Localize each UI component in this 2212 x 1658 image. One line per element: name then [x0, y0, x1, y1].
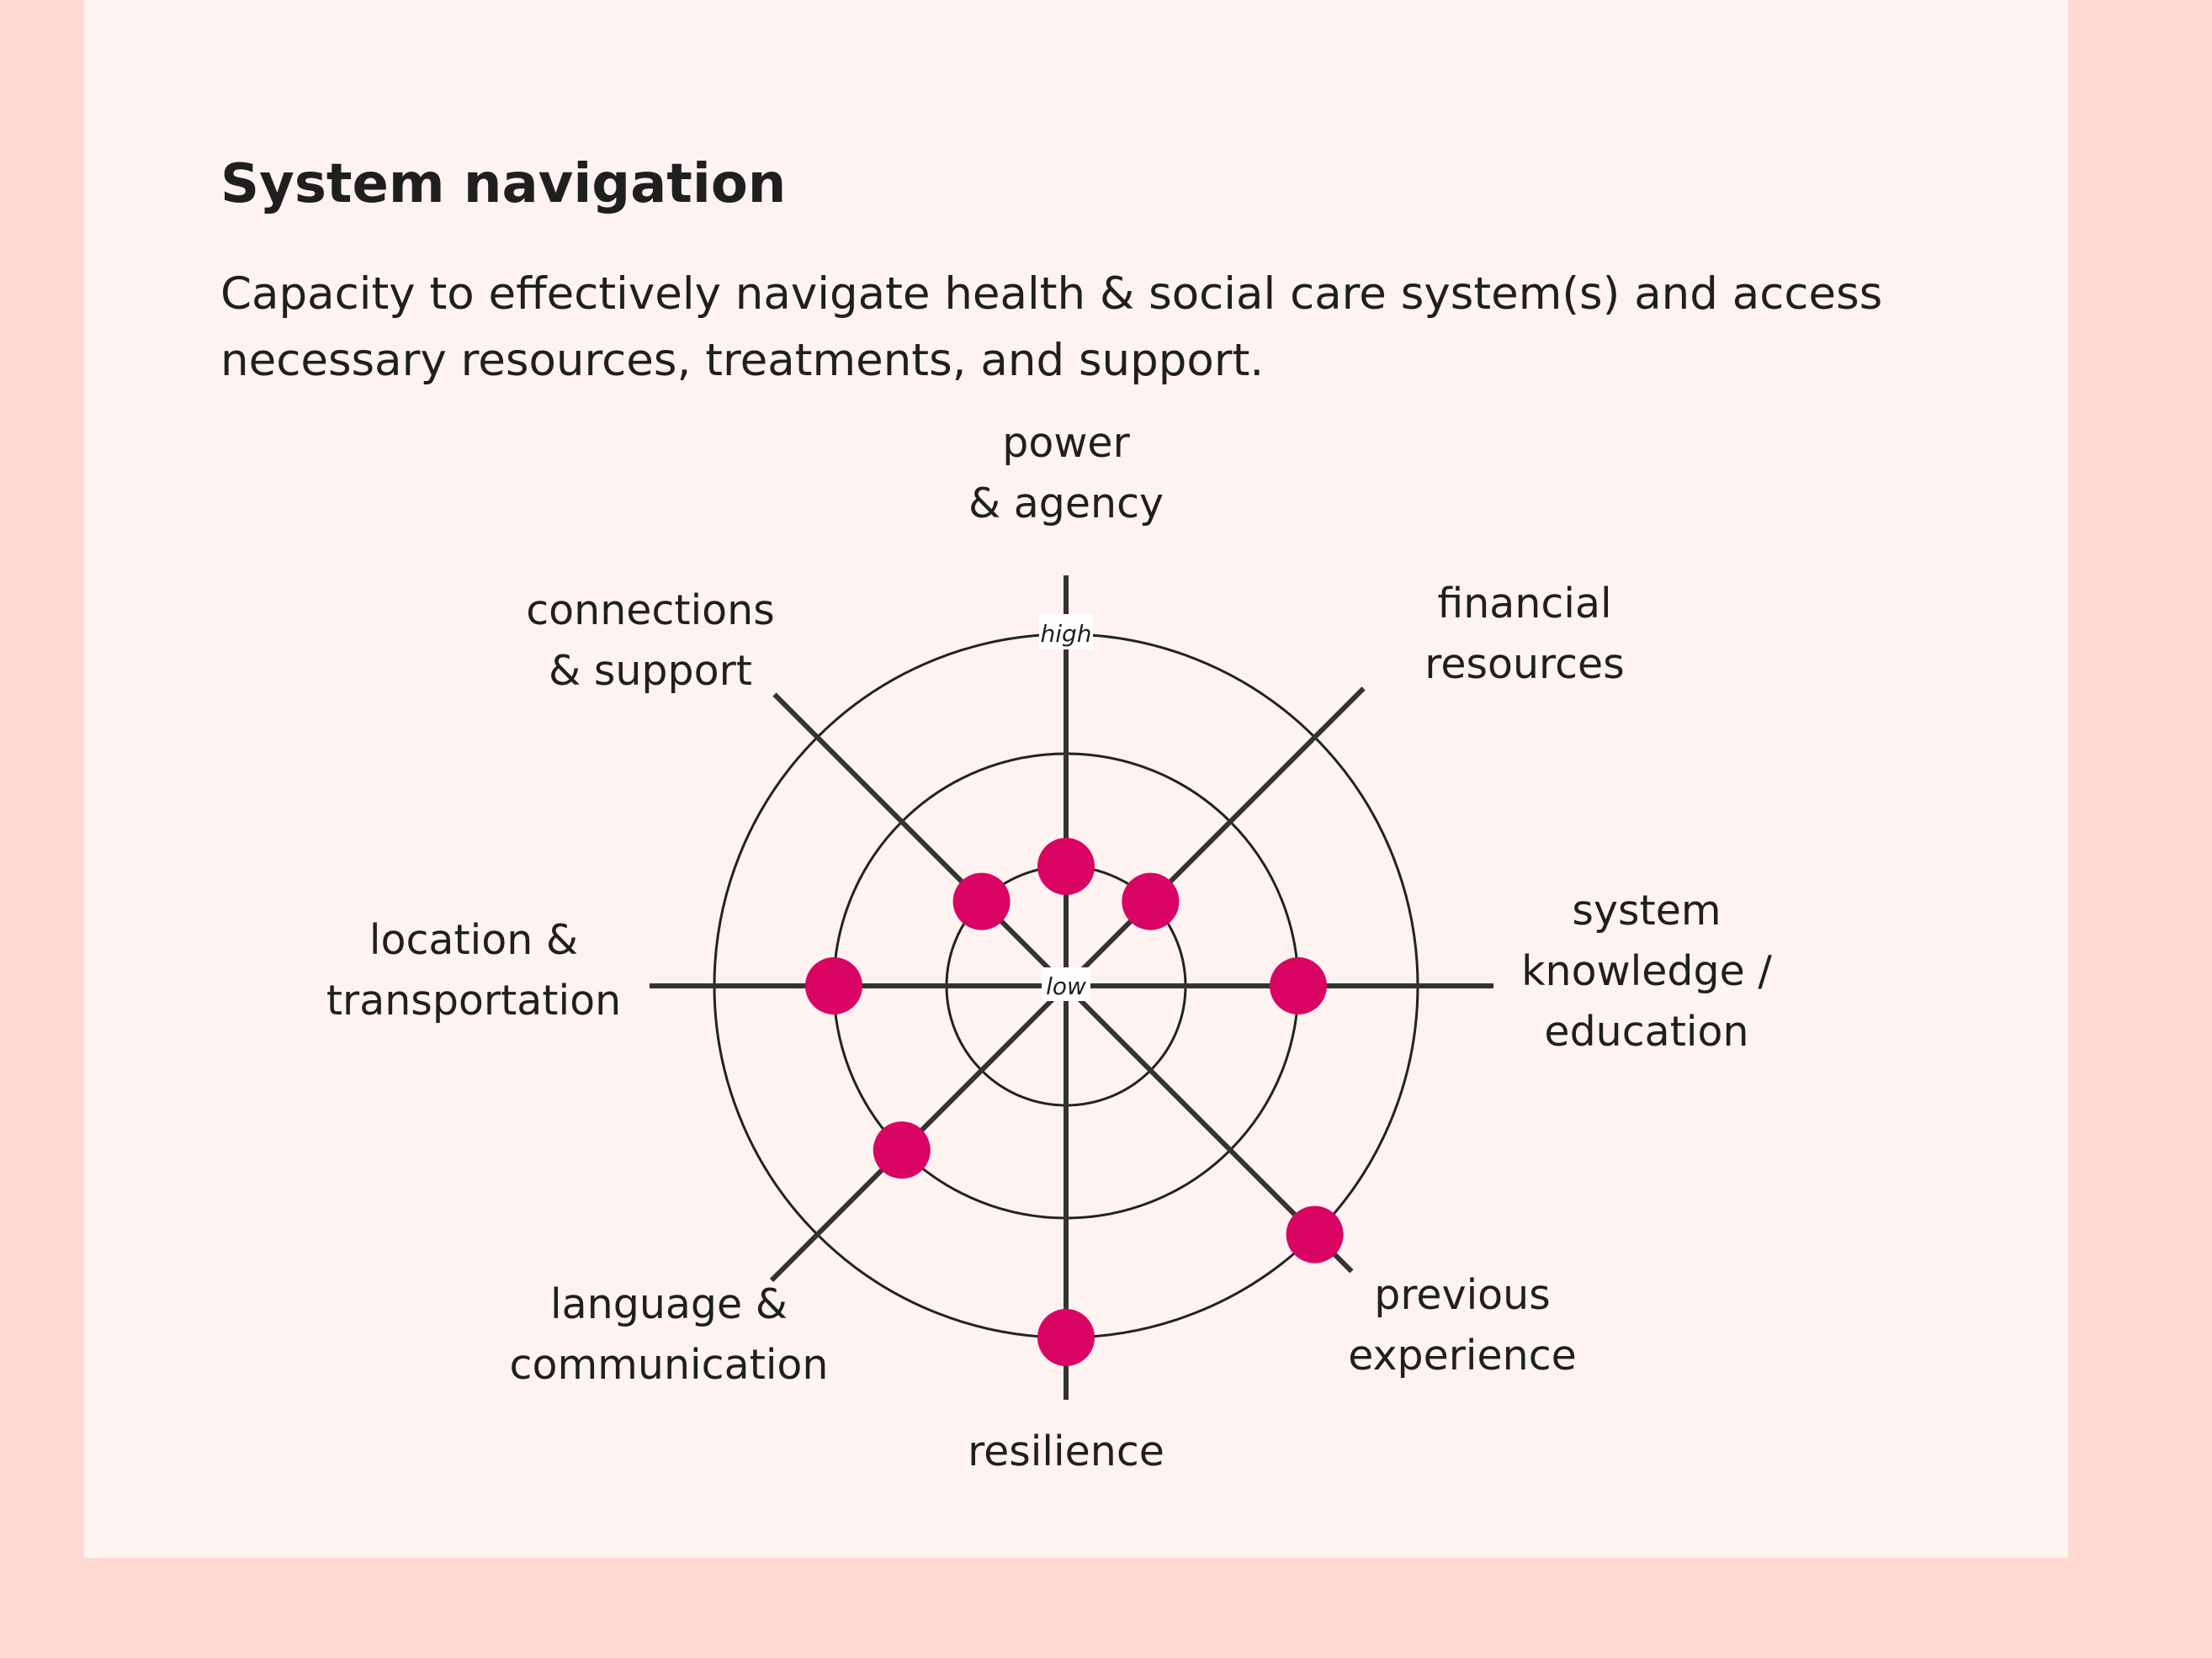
scale-high-backdrop — [1039, 614, 1093, 649]
radar-marker-5 — [1037, 1309, 1095, 1366]
radar-axis-label-line: resilience — [968, 1428, 1164, 1475]
radar-axis-label-line: system — [1572, 887, 1721, 935]
radar-axis-label-4: previous experience — [1348, 1271, 1577, 1380]
radar-axis-8 — [772, 692, 1069, 988]
radar-axis-label-line: education — [1544, 1008, 1748, 1056]
radar-axis-label-7: location & transportation — [326, 916, 621, 1025]
panel-description: Capacity to effectively navigate health … — [220, 268, 1883, 386]
radar-axis-label-line: language & — [550, 1280, 788, 1328]
radar-marker-4 — [1286, 1205, 1344, 1263]
radar-axis-label-5: resilience — [968, 1428, 1164, 1475]
radar-axis-label-8: connections & support — [526, 586, 775, 695]
scale-low-label: low — [1046, 972, 1086, 1000]
radar-marker-1 — [1037, 838, 1095, 895]
radar-axis-label-3: system knowledge / education — [1521, 887, 1772, 1056]
radar-axis-2 — [1064, 686, 1366, 988]
radar-axis-label-1: power & agency — [968, 419, 1164, 527]
radar-axis-label-line: previous — [1374, 1271, 1551, 1319]
radar-axis-label-line: & support — [549, 647, 752, 695]
radar-axis-label-line: & agency — [968, 479, 1164, 527]
radar-marker-8 — [952, 872, 1011, 930]
radar-axis-label-line: connections — [526, 586, 775, 634]
panel-title: System navigation — [220, 153, 787, 215]
radar-axis-label-line: financial — [1437, 580, 1611, 628]
radar-marker-3 — [1270, 957, 1327, 1014]
radar-axis-label-line: power — [1002, 419, 1130, 467]
radar-axis-label-line: communication — [510, 1341, 829, 1389]
scale-high-label: high — [1040, 620, 1091, 648]
radar-marker-6 — [873, 1121, 931, 1179]
radar-marker-2 — [1122, 872, 1180, 930]
panel-card — [84, 0, 2068, 1558]
radar-axis-label-line: experience — [1348, 1332, 1577, 1380]
scale-low-backdrop — [1042, 967, 1090, 1001]
radar-axis-label-line: transportation — [326, 977, 621, 1025]
radar-axis-label-line: resources — [1424, 640, 1624, 688]
radar-axis-label-6: language & communication — [510, 1280, 829, 1389]
radar-axis-label-line: knowledge / — [1521, 947, 1772, 995]
radar-axis-label-line: location & — [369, 916, 578, 964]
radar-axis-label-2: financial resources — [1424, 580, 1624, 688]
radar-marker-7 — [805, 957, 862, 1014]
